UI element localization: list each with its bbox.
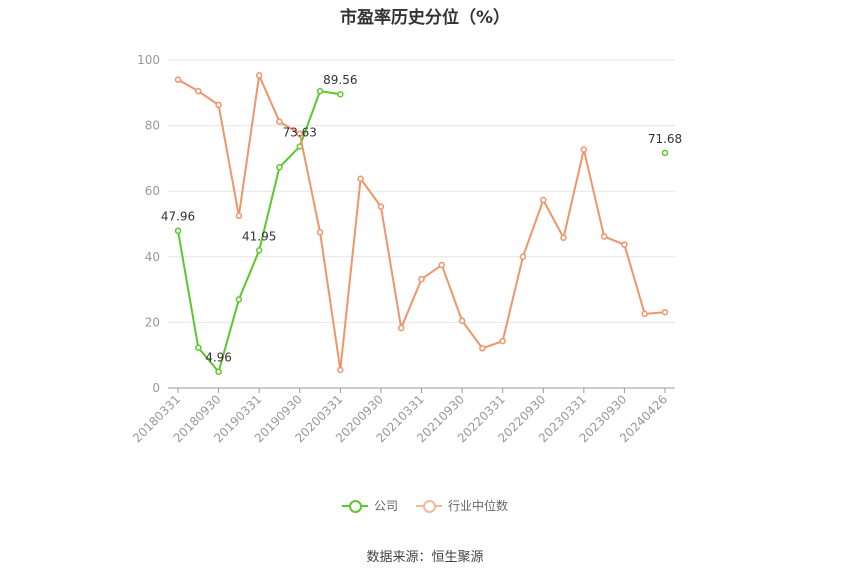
data-point-0 (215, 368, 222, 375)
data-label: 73.63 (283, 125, 317, 139)
data-point-1 (641, 310, 648, 318)
data-point-1 (580, 146, 588, 153)
data-point-1 (621, 241, 628, 248)
data-point-1 (519, 253, 527, 261)
data-point-1 (661, 308, 669, 316)
data-point-0 (316, 87, 324, 95)
data-point-1 (337, 366, 344, 374)
data-point-0 (255, 247, 263, 254)
data-point-1 (560, 234, 567, 242)
legend-swatch-industry-median (416, 499, 442, 513)
data-point-1 (499, 337, 506, 345)
series-layer (174, 71, 669, 375)
data-label: 4.96 (205, 351, 232, 365)
data-point-1 (458, 317, 466, 325)
y-tick-label: 60 (145, 184, 160, 198)
chart-title: 市盈率历史分位（%） (339, 8, 511, 28)
data-point-1 (296, 130, 303, 138)
data-point-1 (276, 118, 283, 125)
data-point-1 (438, 261, 446, 269)
y-tick-label: 20 (145, 315, 160, 329)
data-label: 47.96 (161, 210, 195, 224)
grid-layer (168, 59, 675, 389)
data-point-0 (337, 90, 344, 98)
legend: 公司 行业中位数 (0, 497, 850, 514)
data-point-1 (397, 324, 405, 332)
data-label: 89.56 (323, 73, 357, 87)
y-tick-label: 80 (145, 119, 160, 133)
data-point-1 (174, 76, 182, 83)
label-layer: 47.96 4.96 41.95 73.63 89.56 71.68 (161, 73, 682, 364)
data-source: 数据来源：恒生聚源 (366, 550, 484, 565)
series-line-1 (177, 71, 666, 371)
data-label: 41.95 (242, 229, 276, 243)
data-point-1 (235, 212, 243, 220)
y-tick-label: 0 (152, 381, 160, 395)
data-point-1 (357, 175, 364, 182)
legend-item-industry-median[interactable]: 行业中位数 (416, 497, 508, 514)
data-point-1 (600, 233, 608, 240)
data-point-1 (215, 101, 222, 109)
y-tick-label: 40 (145, 250, 160, 264)
data-point-0 (174, 227, 182, 234)
y-tick-label: 100 (137, 53, 160, 67)
data-point-0 (195, 344, 202, 351)
data-point-1 (316, 228, 324, 236)
legend-label-company: 公司 (373, 499, 398, 513)
data-label: 71.68 (648, 132, 682, 146)
legend-item-company[interactable]: 公司 (341, 497, 398, 514)
data-point-1 (255, 72, 263, 79)
data-point-0 (276, 164, 283, 171)
data-point-1 (195, 87, 202, 95)
legend-label-industry-median: 行业中位数 (448, 499, 509, 513)
legend-swatch-company (341, 499, 368, 513)
data-point-0 (235, 296, 243, 303)
data-point-1 (479, 345, 486, 352)
axis-layer: 0204060801002018033120180930201903312019… (130, 53, 670, 445)
data-point-1 (377, 203, 385, 210)
data-point-1 (540, 196, 547, 204)
data-point-1 (418, 275, 425, 283)
data-point-0 (661, 149, 669, 157)
